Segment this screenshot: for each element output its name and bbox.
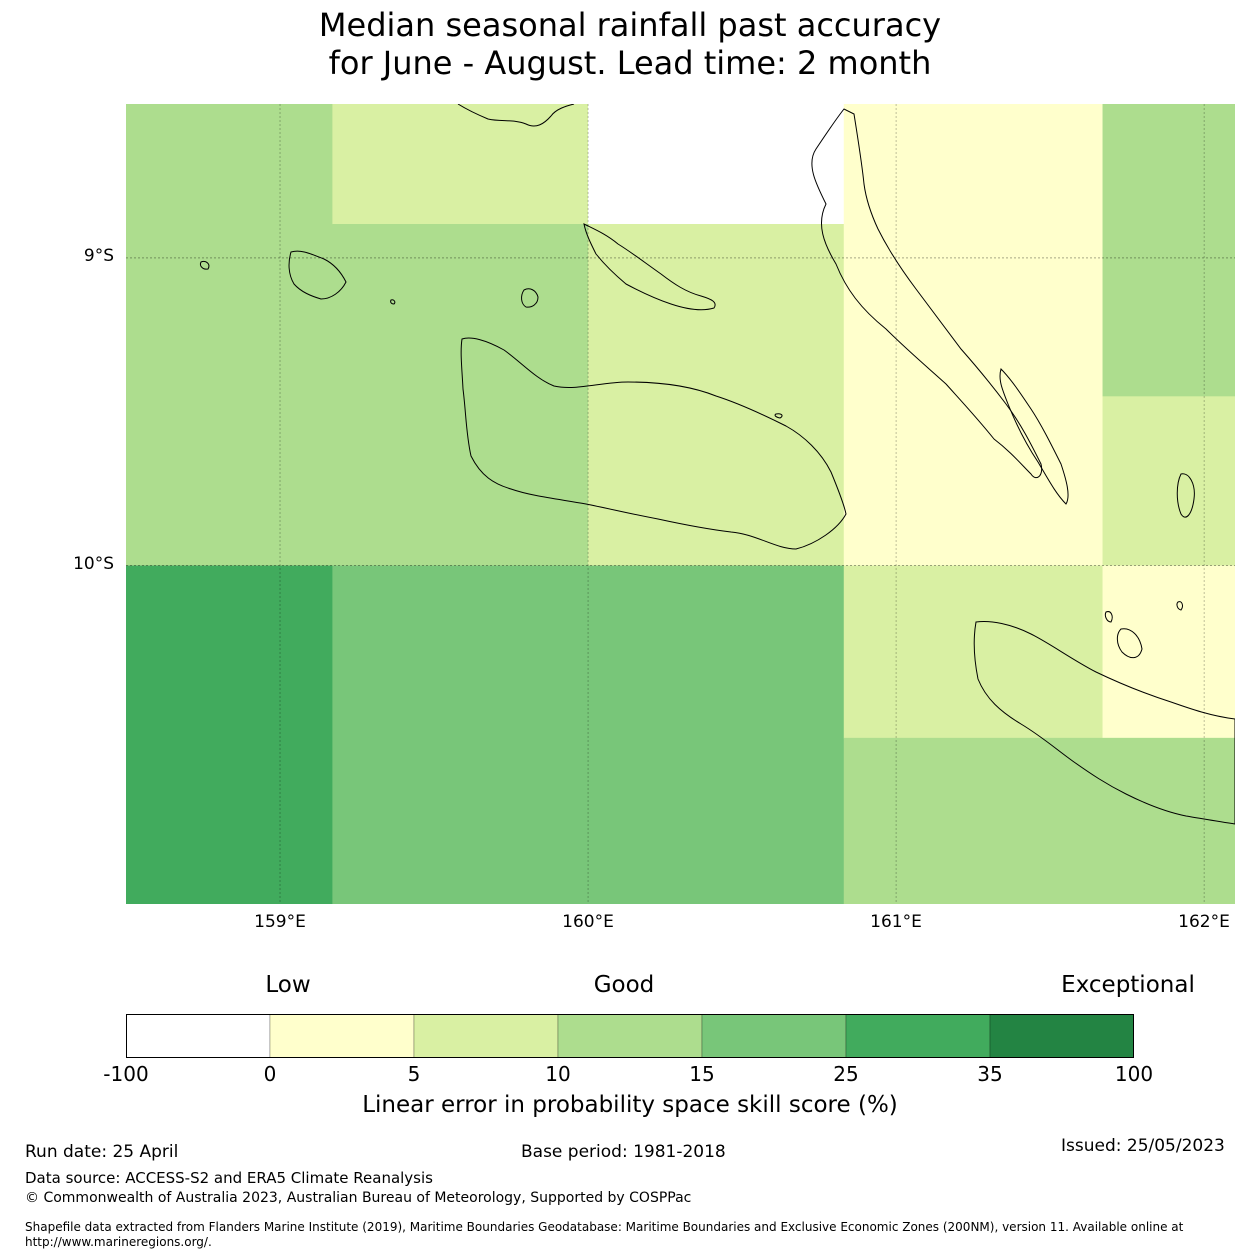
colorbar-tick-3: 10 xyxy=(545,1062,571,1086)
grid-cell-5 xyxy=(843,104,1104,567)
grid-cell-8 xyxy=(126,565,333,904)
copyright: © Commonwealth of Australia 2023, Austra… xyxy=(25,1190,692,1206)
grid-cell-10 xyxy=(843,565,1104,739)
colorbar-title: Linear error in probability space skill … xyxy=(362,1092,898,1118)
colorbar-tick-5: 25 xyxy=(833,1062,859,1086)
coastline-ulawa xyxy=(1116,628,1143,659)
coastline-savo xyxy=(521,288,539,308)
colorbar-tick-1: 0 xyxy=(263,1062,277,1086)
coastline-russell-islands xyxy=(288,250,347,300)
colorbar-tick-2: 5 xyxy=(407,1062,421,1086)
run-date: Run date: 25 April xyxy=(25,1142,179,1162)
base-period: Base period: 1981-2018 xyxy=(521,1142,726,1162)
lat-label-9s: 9°S xyxy=(83,246,114,266)
coastline-guadalcanal xyxy=(460,337,847,550)
coastline-small-island-2 xyxy=(1104,611,1113,623)
colorbar-bin-0 xyxy=(126,1014,271,1058)
colorbar-bin-5 xyxy=(845,1014,991,1058)
grid-cell-4 xyxy=(588,224,845,567)
colorbar-tick-7: 100 xyxy=(1114,1062,1154,1086)
colorbar-bin-2 xyxy=(413,1014,559,1058)
grid-cell-12 xyxy=(843,737,1235,904)
grid-cell-11 xyxy=(1102,565,1235,739)
lon-label-160e: 160°E xyxy=(562,912,614,932)
skill-grid xyxy=(126,104,1235,904)
grid-cell-7 xyxy=(1102,396,1235,567)
issued-date: Issued: 25/05/2023 xyxy=(1061,1136,1225,1156)
colorbar-tick-6: 35 xyxy=(977,1062,1003,1086)
legend-low-label: Low xyxy=(265,972,311,998)
coastline-small-malaita xyxy=(999,368,1069,505)
title-line-1: Median seasonal rainfall past accuracy xyxy=(318,6,942,44)
coastline-small-island-4 xyxy=(200,261,210,270)
lon-label-162e: 162°E xyxy=(1178,912,1230,932)
coastline-makira xyxy=(973,621,1235,825)
map-panel[interactable] xyxy=(126,104,1235,904)
coastline-small-island-3 xyxy=(1176,601,1183,611)
colorbar-bin-4 xyxy=(701,1014,847,1058)
title-line-2: for June - August. Lead time: 2 month xyxy=(328,44,932,82)
colorbar-tick-4: 15 xyxy=(689,1062,715,1086)
legend-exceptional-label: Exceptional xyxy=(1061,972,1195,998)
coastline-small-island-1 xyxy=(1176,473,1195,518)
lon-label-161e: 161°E xyxy=(870,912,922,932)
grid-cell-3 xyxy=(588,104,845,225)
map-canvas xyxy=(126,104,1235,904)
grid-cell-6 xyxy=(1102,104,1235,397)
coastline-malaita xyxy=(811,108,1043,479)
lon-label-159e: 159°E xyxy=(254,912,306,932)
coastlines xyxy=(200,104,1235,825)
lat-label-10s: 10°S xyxy=(73,554,114,574)
coastline-florida-islands xyxy=(583,223,716,311)
coastline-small-island-6 xyxy=(774,413,783,419)
colorbar-bin-3 xyxy=(557,1014,703,1058)
map-title: Median seasonal rainfall past accuracy f… xyxy=(0,6,1260,82)
coastline-northwest xyxy=(457,104,575,127)
shapefile-note: Shapefile data extracted from Flanders M… xyxy=(25,1220,1184,1249)
colorbar xyxy=(126,1014,1134,1058)
colorbar-bin-6 xyxy=(989,1014,1134,1058)
colorbar-bin-1 xyxy=(269,1014,415,1058)
grid-cell-2 xyxy=(332,224,589,567)
data-source: Data source: ACCESS-S2 and ERA5 Climate … xyxy=(25,1169,433,1187)
legend-good-label: Good xyxy=(593,972,655,998)
colorbar-frame xyxy=(126,1014,1134,1058)
colorbar-tick-0: -100 xyxy=(103,1062,149,1086)
coastline-small-island-5 xyxy=(390,299,396,305)
grid-cell-1 xyxy=(332,104,589,225)
grid-cell-0 xyxy=(126,104,333,567)
grid-cell-9 xyxy=(332,565,845,904)
